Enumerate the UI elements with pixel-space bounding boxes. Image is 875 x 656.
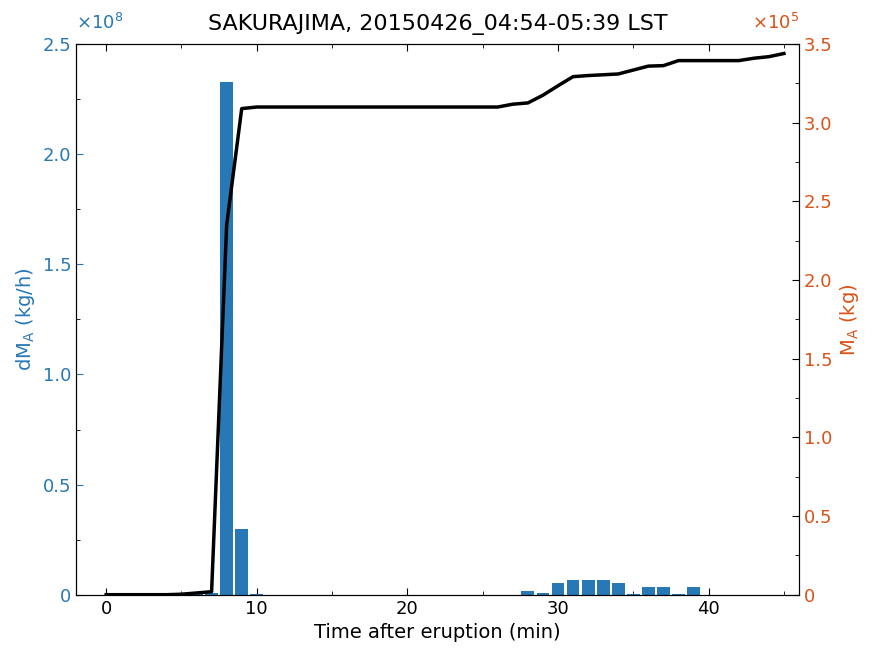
Bar <box>206 593 218 595</box>
Bar <box>597 580 610 595</box>
Title: SAKURAJIMA, 20150426_04:54-05:39 LST: SAKURAJIMA, 20150426_04:54-05:39 LST <box>207 14 668 35</box>
Bar <box>687 587 700 595</box>
Bar <box>551 583 564 595</box>
Bar <box>642 587 654 595</box>
Bar <box>672 594 685 595</box>
Text: $\times10^5$: $\times10^5$ <box>752 13 799 33</box>
Bar <box>536 593 550 595</box>
Bar <box>567 581 579 595</box>
Bar <box>522 591 535 595</box>
Bar <box>626 594 640 595</box>
Text: $\times10^8$: $\times10^8$ <box>76 13 123 33</box>
Bar <box>657 587 669 595</box>
Bar <box>220 81 233 595</box>
Bar <box>190 594 203 595</box>
X-axis label: Time after eruption (min): Time after eruption (min) <box>314 623 561 642</box>
Bar <box>582 580 594 595</box>
Bar <box>250 594 263 595</box>
Bar <box>235 529 248 595</box>
Y-axis label: dM$_\mathregular{A}$ (kg/h): dM$_\mathregular{A}$ (kg/h) <box>14 268 37 371</box>
Bar <box>612 583 625 595</box>
Y-axis label: M$_\mathregular{A}$ (kg): M$_\mathregular{A}$ (kg) <box>838 283 861 356</box>
